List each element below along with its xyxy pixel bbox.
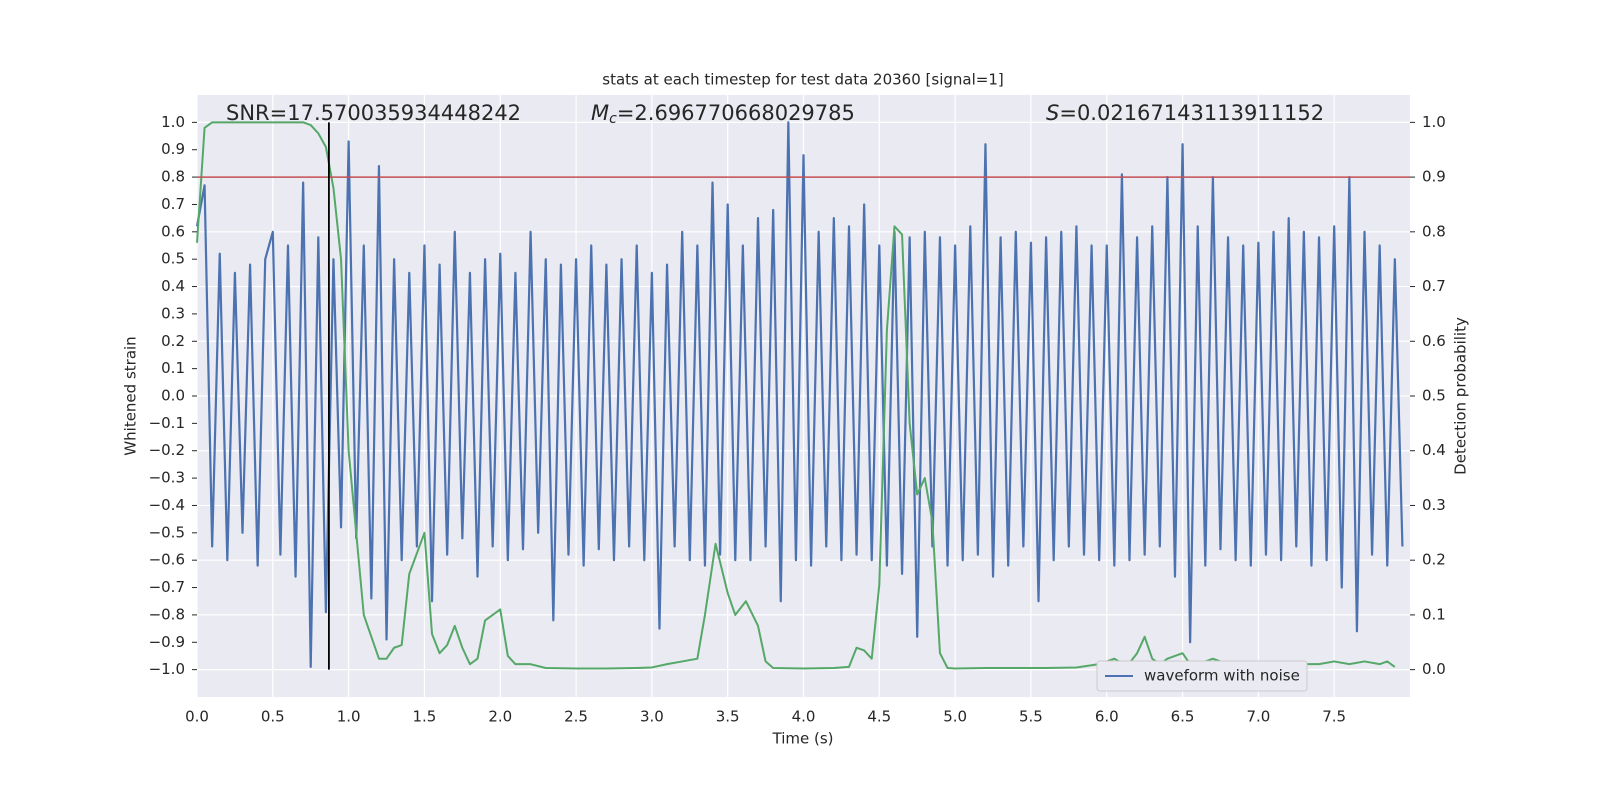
legend: waveform with noise [1096, 660, 1308, 692]
annotation-text: =2.696770668029785 [617, 101, 855, 125]
y2-tick-label: 0.3 [1422, 496, 1446, 514]
y2-tick-label: 0.8 [1422, 222, 1446, 240]
y-axis-label: Whitened strain [122, 336, 140, 455]
x-tick-label: 3.0 [640, 708, 664, 726]
x-axis-label: Time (s) [772, 730, 834, 748]
annotation-symbol: M [591, 101, 609, 125]
y2-tick-label: 0.1 [1422, 605, 1446, 623]
x-tick-label: 0.5 [261, 708, 285, 726]
y2-tick-label: 0.6 [1422, 332, 1446, 350]
y-tick-label: 0.1 [161, 359, 185, 377]
series-line [195, 121, 1404, 668]
x-tick-label: 2.5 [564, 708, 588, 726]
x-tick-label: 3.5 [716, 708, 740, 726]
y2-tick-label: 0.5 [1422, 387, 1446, 405]
x-tick-label: 6.5 [1171, 708, 1195, 726]
y2-tick-label: 0.7 [1422, 277, 1446, 295]
y2-axis-label: Detection probability [1452, 317, 1470, 475]
x-tick-label: 4.5 [867, 708, 891, 726]
x-tick-label: 6.0 [1095, 708, 1119, 726]
y-tick-label: −0.2 [149, 441, 185, 459]
y-tick-label: 0.3 [161, 304, 185, 322]
annotation-text: SNR=17.570035934448242 [226, 101, 521, 125]
x-tick-label: 5.5 [1019, 708, 1043, 726]
y-tick-label: −0.1 [149, 414, 185, 432]
y-tick-label: −0.7 [149, 578, 185, 596]
y-tick-label: −0.5 [149, 523, 185, 541]
legend-box [1096, 660, 1308, 692]
x-tick-label: 4.0 [792, 708, 816, 726]
x-tick-label: 0.0 [185, 708, 209, 726]
y-tick-label: 0.2 [161, 332, 185, 350]
y-tick-label: 0.8 [161, 168, 185, 186]
y-tick-label: −0.3 [149, 469, 185, 487]
x-tick-label: 1.5 [413, 708, 437, 726]
annotation: S=0.02167143113911152 [1046, 101, 1324, 125]
y-tick-label: 0.0 [161, 387, 185, 405]
x-tick-label: 1.0 [337, 708, 361, 726]
annotation-text: =0.02167143113911152 [1059, 101, 1324, 125]
annotation: Mc=2.696770668029785 [591, 101, 855, 127]
y2-tick-label: 0.9 [1422, 168, 1446, 186]
y-tick-label: 0.7 [161, 195, 185, 213]
y-tick-label: −0.9 [149, 633, 185, 651]
y-tick-label: −1.0 [149, 660, 185, 678]
y-tick-label: 0.9 [161, 140, 185, 158]
x-tick-label: 5.0 [943, 708, 967, 726]
chart-title: stats at each timestep for test data 203… [602, 71, 1003, 89]
y-tick-label: 0.5 [161, 250, 185, 268]
marks [195, 121, 1410, 670]
y2-tick-label: 0.0 [1422, 660, 1446, 678]
annotation: SNR=17.570035934448242 [226, 101, 521, 125]
y2-tick-label: 1.0 [1422, 113, 1446, 131]
y2-tick-label: 0.2 [1422, 551, 1446, 569]
annotations: SNR=17.570035934448242 Mc=2.6967706680297… [226, 101, 1324, 127]
x-tick-label: 7.5 [1322, 708, 1346, 726]
y-tick-label: 1.0 [161, 113, 185, 131]
x-tick-label: 7.0 [1246, 708, 1270, 726]
y-tick-label: 0.6 [161, 222, 185, 240]
y-tick-label: −0.6 [149, 551, 185, 569]
y-tick-label: −0.4 [149, 496, 185, 514]
annotation-symbol: S [1046, 101, 1059, 125]
x-tick-label: 2.0 [488, 708, 512, 726]
y-tick-label: −0.8 [149, 605, 185, 623]
annotation-subscript: c [609, 111, 617, 127]
y-tick-label: 0.4 [161, 277, 185, 295]
legend-label: waveform with noise [1144, 667, 1300, 685]
y2-tick-label: 0.4 [1422, 441, 1446, 459]
